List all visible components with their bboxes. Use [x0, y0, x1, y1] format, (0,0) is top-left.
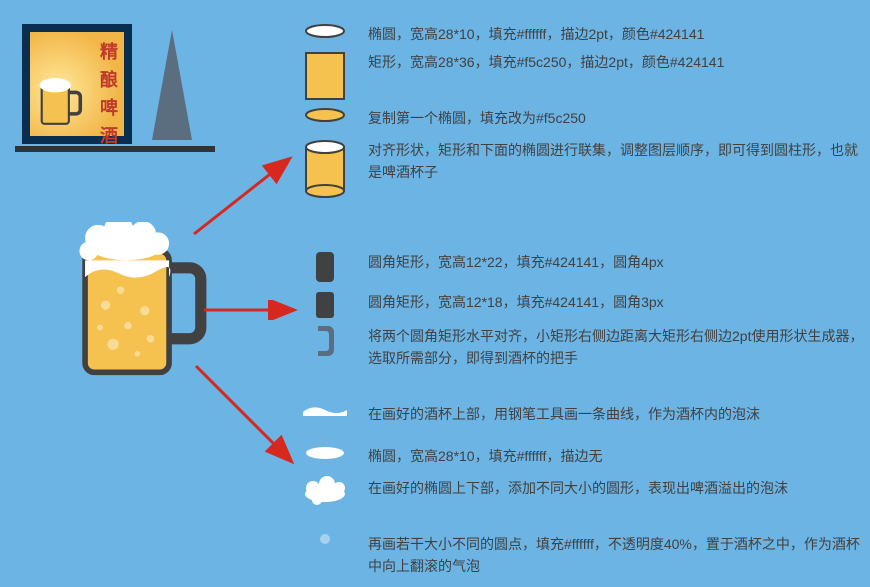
step-9-text: 在画好的椭圆上下部，添加不同大小的圆形，表现出啤酒溢出的泡沫 — [368, 478, 788, 500]
poster-mug-icon — [36, 72, 86, 130]
step-10-shape — [300, 534, 350, 544]
step-9: 在画好的椭圆上下部，添加不同大小的圆形，表现出啤酒溢出的泡沫 — [300, 478, 788, 506]
step-7-shape — [300, 404, 350, 414]
step-8-text: 椭圆，宽高28*10，填充#ffffff，描边无 — [368, 446, 602, 468]
step-0-text: 椭圆，宽高28*10，填充#ffffff，描边2pt，颜色#424141 — [368, 24, 704, 46]
poster: 精 酿 啤 酒 — [22, 24, 132, 144]
step-6-text: 将两个圆角矩形水平对齐，小矩形右侧边距离大矩形右侧边2pt使用形状生成器，选取所… — [368, 326, 870, 369]
step-1-shape — [300, 52, 350, 100]
arrow-2 — [200, 300, 300, 320]
poster-char-2: 啤 — [100, 94, 118, 120]
step-3-text: 对齐形状，矩形和下面的椭圆进行联集，调整图层顺序，即可得到圆柱形，也就是啤酒杯子 — [368, 140, 870, 183]
arrow-3 — [190, 360, 300, 470]
step-2-text: 复制第一个椭圆，填充改为#f5c250 — [368, 108, 586, 130]
step-6-shape — [300, 326, 350, 356]
step-5-text: 圆角矩形，宽高12*18，填充#424141，圆角3px — [368, 292, 664, 314]
poster-label: 精 酿 啤 酒 — [100, 38, 118, 148]
step-2-shape — [300, 108, 350, 122]
poster-bg: 精 酿 啤 酒 — [30, 32, 124, 136]
step-10-text: 再画若干大小不同的圆点，填充#ffffff，不透明度40%，置于酒杯之中，作为酒… — [368, 534, 870, 577]
step-4-text: 圆角矩形，宽高12*22，填充#424141，圆角4px — [368, 252, 664, 274]
step-9-shape — [300, 478, 350, 506]
step-3: 对齐形状，矩形和下面的椭圆进行联集，调整图层顺序，即可得到圆柱形，也就是啤酒杯子 — [300, 140, 870, 198]
step-5: 圆角矩形，宽高12*18，填充#424141，圆角3px — [300, 292, 664, 318]
shelf-line — [15, 146, 215, 152]
step-7-text: 在画好的酒杯上部，用钢笔工具画一条曲线，作为酒杯内的泡沫 — [368, 404, 760, 426]
step-4-shape — [300, 252, 350, 282]
step-1-text: 矩形，宽高28*36，填充#f5c250，描边2pt，颜色#424141 — [368, 52, 724, 74]
step-10: 再画若干大小不同的圆点，填充#ffffff，不透明度40%，置于酒杯之中，作为酒… — [300, 534, 870, 577]
step-0: 椭圆，宽高28*10，填充#ffffff，描边2pt，颜色#424141 — [300, 24, 704, 46]
step-1: 矩形，宽高28*36，填充#f5c250，描边2pt，颜色#424141 — [300, 52, 724, 100]
poster-char-3: 酒 — [100, 122, 118, 148]
step-8: 椭圆，宽高28*10，填充#ffffff，描边无 — [300, 446, 602, 468]
step-2: 复制第一个椭圆，填充改为#f5c250 — [300, 108, 586, 130]
step-8-shape — [300, 446, 350, 460]
poster-char-1: 酿 — [100, 66, 118, 92]
poster-char-0: 精 — [100, 38, 118, 64]
step-3-shape — [300, 140, 350, 198]
step-6: 将两个圆角矩形水平对齐，小矩形右侧边距离大矩形右侧边2pt使用形状生成器，选取所… — [300, 326, 870, 369]
step-7: 在画好的酒杯上部，用钢笔工具画一条曲线，作为酒杯内的泡沫 — [300, 404, 760, 426]
arrow-1 — [188, 150, 298, 240]
cone-shape — [152, 30, 192, 140]
step-4: 圆角矩形，宽高12*22，填充#424141，圆角4px — [300, 252, 664, 282]
step-5-shape — [300, 292, 350, 318]
step-0-shape — [300, 24, 350, 38]
